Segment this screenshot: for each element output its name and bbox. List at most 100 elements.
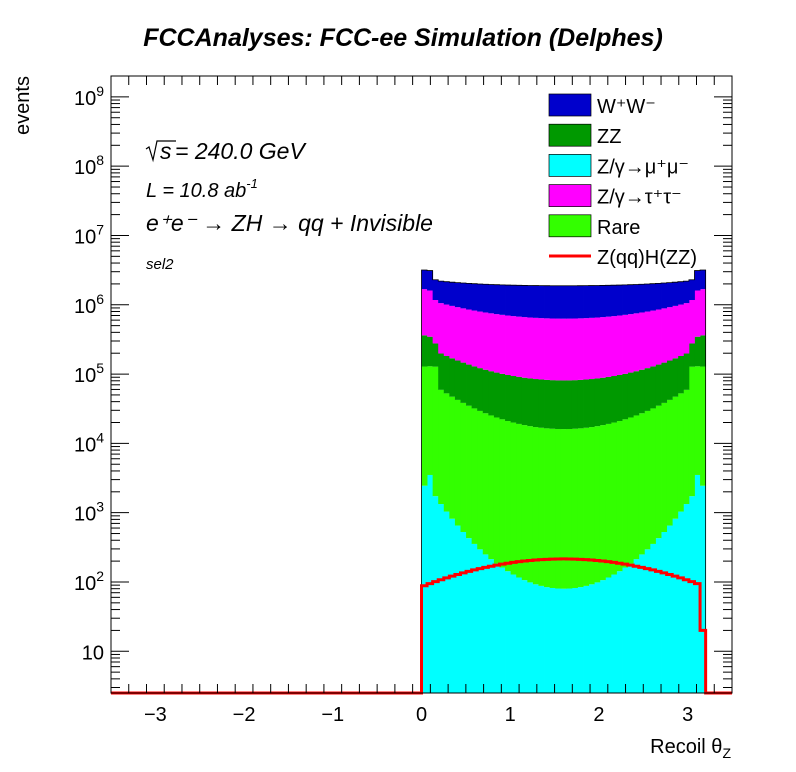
bar-3-bin-9 — [471, 310, 478, 367]
bar-1-bin-47 — [683, 389, 690, 505]
bar-1-bin-46 — [677, 393, 684, 512]
bar-2-bin-25 — [560, 380, 567, 430]
bar-3-bin-22 — [544, 318, 551, 380]
bar-3-bin-50 — [700, 289, 707, 336]
bar-3-bin-15 — [505, 315, 512, 375]
bar-4-bin-47 — [683, 281, 690, 304]
bar-1-bin-19 — [527, 426, 534, 583]
bar-4-bin-36 — [622, 284, 629, 315]
bar-2-bin-4 — [443, 355, 450, 394]
bar-4-bin-39 — [638, 284, 645, 313]
bar-2-bin-47 — [683, 353, 690, 390]
bar-4-bin-28 — [577, 285, 584, 319]
bar-4-bin-31 — [594, 285, 601, 318]
x-tick-label: 3 — [682, 704, 693, 726]
bar-4-bin-3 — [438, 281, 445, 304]
bar-2-bin-14 — [499, 373, 506, 420]
bar-3-bin-14 — [499, 314, 506, 374]
bar-0-bin-29 — [583, 585, 590, 693]
bar-3-bin-0 — [421, 289, 428, 336]
bar-1-bin-14 — [499, 419, 506, 568]
bar-4-bin-23 — [549, 285, 556, 319]
bar-2-bin-18 — [521, 377, 528, 426]
bar-4-bin-41 — [649, 283, 656, 311]
bar-2-bin-21 — [538, 379, 545, 428]
bar-3-bin-2 — [432, 300, 439, 344]
bar-0-bin-15 — [505, 571, 512, 693]
bar-0-bin-7 — [460, 532, 467, 693]
bar-2-bin-6 — [454, 360, 461, 400]
bar-0-bin-0 — [421, 485, 428, 693]
bar-1-bin-33 — [605, 423, 612, 578]
bar-1-bin-24 — [555, 428, 562, 589]
bar-0-bin-38 — [633, 559, 640, 693]
bar-0-bin-25 — [560, 588, 567, 693]
bar-0-bin-17 — [516, 577, 523, 693]
bar-1-bin-5 — [449, 396, 456, 519]
bar-1-bin-40 — [644, 410, 651, 550]
bar-4-bin-50 — [700, 270, 707, 290]
bar-3-bin-38 — [633, 313, 640, 372]
bar-0-bin-24 — [555, 588, 562, 693]
chart-title: FCCAnalyses: FCC-ee Simulation (Delphes) — [143, 24, 663, 52]
bar-0-bin-46 — [677, 511, 684, 693]
legend-label: Rare — [597, 217, 640, 239]
bar-0-bin-22 — [544, 587, 551, 693]
bar-2-bin-15 — [505, 374, 512, 422]
bar-1-bin-34 — [610, 422, 617, 575]
bar-3-bin-25 — [560, 318, 567, 381]
bar-3-bin-46 — [677, 304, 684, 356]
bar-1-bin-15 — [505, 421, 512, 572]
bar-4-bin-10 — [477, 283, 484, 312]
lumi-annotation: L = 10.8 ab-1 — [146, 176, 258, 202]
bar-1-bin-7 — [460, 402, 467, 533]
bar-4-bin-49 — [694, 270, 701, 291]
bar-1-bin-17 — [516, 423, 523, 578]
bar-3-bin-21 — [538, 318, 545, 380]
bar-2-bin-38 — [633, 371, 640, 416]
bar-0-bin-30 — [588, 584, 595, 693]
bar-3-bin-23 — [549, 318, 556, 381]
bar-1-bin-16 — [510, 422, 517, 575]
bar-4-bin-21 — [538, 285, 545, 319]
signal-layer — [111, 557, 732, 695]
bar-4-bin-24 — [555, 285, 562, 319]
bar-2-bin-16 — [510, 376, 517, 423]
bar-3-bin-16 — [510, 316, 517, 377]
bar-4-bin-34 — [610, 285, 617, 317]
bar-2-bin-8 — [466, 364, 473, 406]
bar-2-bin-36 — [622, 373, 629, 420]
bar-1-bin-42 — [655, 405, 662, 539]
bar-0-bin-26 — [566, 588, 573, 693]
bar-3-bin-31 — [594, 317, 601, 379]
bar-4-bin-5 — [449, 282, 456, 306]
bar-1-bin-10 — [477, 410, 484, 550]
bar-2-bin-39 — [638, 369, 645, 414]
bar-3-bin-42 — [655, 309, 662, 365]
bar-1-bin-18 — [521, 425, 528, 581]
bar-3-bin-49 — [694, 290, 701, 337]
bar-0-bin-35 — [616, 571, 623, 693]
bar-0-bin-41 — [649, 543, 656, 693]
bar-2-bin-33 — [605, 376, 612, 424]
bar-2-bin-49 — [694, 336, 701, 367]
bar-1-bin-3 — [438, 389, 445, 505]
bar-3-bin-12 — [488, 313, 495, 372]
bar-0-bin-40 — [644, 549, 651, 693]
bar-4-bin-46 — [677, 281, 684, 305]
bar-4-bin-45 — [672, 282, 679, 306]
bar-1-bin-29 — [583, 427, 590, 586]
legend-swatch — [548, 123, 592, 147]
bar-4-bin-19 — [527, 285, 534, 318]
bar-3-bin-41 — [649, 310, 656, 367]
bar-1-bin-50 — [700, 366, 707, 486]
bar-1-bin-2 — [432, 366, 439, 497]
bar-0-bin-28 — [577, 587, 584, 693]
bar-4-bin-1 — [427, 270, 434, 291]
y-tick-label: 106 — [74, 291, 104, 318]
bar-4-bin-32 — [599, 285, 606, 318]
bar-1-bin-41 — [649, 408, 656, 544]
bar-1-bin-48 — [688, 366, 695, 497]
bar-2-bin-23 — [549, 380, 556, 429]
bar-3-bin-1 — [427, 290, 434, 337]
